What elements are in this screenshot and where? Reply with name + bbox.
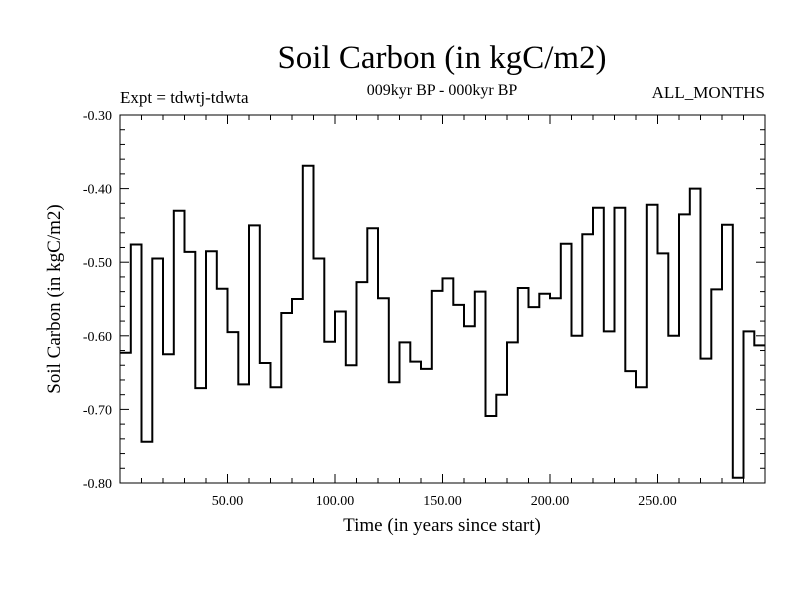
- x-tick-label: 250.00: [638, 494, 677, 509]
- data-series: [120, 164, 765, 479]
- chart-subtitle: 009kyr BP - 000kyr BP: [366, 82, 518, 99]
- axis-ticks: [120, 114, 765, 484]
- x-tick-label: 50.00: [212, 494, 244, 509]
- y-tick-label: -0.30: [83, 109, 112, 124]
- axis-tick-labels: 50.00 100.00 150.00 200.00 250.00 -0.30 -0.40 -…: [83, 109, 677, 509]
- x-tick-label: 100.00: [316, 494, 355, 509]
- y-tick-label: -0.50: [83, 256, 112, 271]
- chart-title: Soil Carbon (in kgC/m2): [277, 40, 607, 76]
- y-tick-label: -0.80: [83, 477, 112, 492]
- y-tick-label: -0.40: [83, 183, 112, 198]
- months-label: ALL_MONTHS: [651, 83, 765, 102]
- x-tick-label: 150.00: [423, 494, 462, 509]
- series-line: [120, 164, 765, 479]
- experiment-label: Expt = tdwtj-tdwta: [120, 88, 249, 107]
- y-tick-label: -0.60: [83, 330, 112, 345]
- y-axis-label: Soil Carbon (in kgC/m2): [44, 204, 65, 393]
- x-tick-label: 200.00: [531, 494, 570, 509]
- x-axis-label: Time (in years since start): [343, 515, 541, 536]
- y-tick-label: -0.70: [83, 403, 112, 418]
